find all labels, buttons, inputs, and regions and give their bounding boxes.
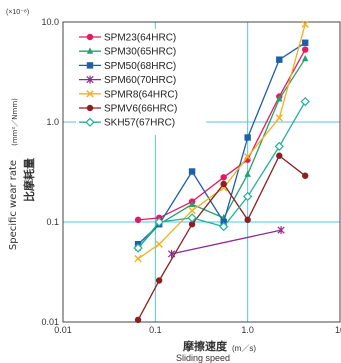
y-tick-label: 1.0 — [46, 117, 59, 127]
y-axis-label-en: Specific wear rate — [8, 160, 19, 250]
y-tick-label: 0.1 — [46, 217, 59, 227]
legend-marker — [86, 47, 94, 54]
data-point — [300, 96, 310, 107]
legend-marker — [86, 90, 94, 98]
x-axis-label-en: Sliding speed — [176, 353, 230, 363]
data-point — [155, 277, 163, 284]
legend-label: SPM60(70HRC) — [104, 75, 176, 86]
data-point — [275, 114, 283, 122]
x-tick-label: 1.0 — [241, 325, 254, 335]
data-point — [155, 240, 163, 248]
legend-marker — [86, 75, 94, 84]
legend-label: SPMV6(66HRC) — [104, 104, 177, 115]
legend-label: SPMR8(64HRC) — [104, 89, 178, 100]
x-tick-label: 0.01 — [54, 325, 72, 335]
y-axis-label-unit: (mm²／Nmm) — [11, 98, 19, 146]
legend-marker — [86, 62, 94, 69]
data-point — [302, 39, 309, 46]
series-group — [167, 226, 285, 258]
y-axis-label-jp: 比摩耗量 — [22, 158, 36, 202]
legend-box — [76, 29, 206, 135]
data-point — [277, 226, 285, 235]
data-point — [188, 206, 196, 215]
x-tick-label: 10 — [335, 325, 341, 335]
data-point — [276, 95, 283, 102]
data-point — [302, 172, 309, 179]
data-point — [154, 217, 164, 227]
legend-marker — [86, 33, 94, 41]
series-group — [133, 96, 310, 253]
y-tick-label: 10.0 — [41, 17, 59, 27]
axis-ticks: 0.01 0.1 1.0 10 0.01 0.1 1.0 10.0 — [41, 17, 341, 335]
plot-area-frame — [62, 21, 341, 323]
data-point — [188, 221, 196, 228]
data-point — [274, 141, 284, 152]
data-point — [134, 254, 142, 263]
data-point — [133, 243, 143, 253]
data-point — [302, 46, 309, 53]
x-axis-label-unit: (m／s) — [232, 344, 256, 353]
x-axis-label-jp: 摩擦速度 — [183, 339, 228, 353]
data-point — [134, 316, 142, 324]
series-layer — [133, 20, 310, 324]
series-line — [171, 229, 282, 255]
data-point — [244, 216, 251, 224]
legend-marker — [85, 117, 95, 127]
data-point — [187, 213, 197, 223]
series-group — [134, 20, 309, 263]
data-point — [243, 191, 253, 202]
legend-label: SKH57(67HRC) — [104, 118, 175, 129]
legend-marker — [86, 104, 94, 112]
legend-label: SPM30(65HRC) — [104, 47, 176, 58]
data-point — [276, 56, 283, 63]
data-point — [302, 54, 309, 62]
data-point — [301, 20, 309, 28]
legend-label: SPM50(68HRC) — [104, 61, 176, 72]
data-point — [276, 152, 283, 159]
data-point — [188, 168, 196, 175]
data-point — [134, 216, 142, 224]
data-point — [220, 180, 227, 188]
y-tick-label: 0.01 — [41, 317, 59, 327]
data-point — [220, 174, 227, 181]
x-tick-label: 0.1 — [149, 325, 162, 335]
series-group — [134, 152, 309, 324]
legend-label: SPM23(64HRC) — [104, 33, 176, 44]
data-point — [244, 134, 251, 141]
series-line — [137, 154, 306, 321]
data-point — [219, 221, 229, 232]
legend: SPM23(64HRC) SPM30(65HRC) SPM50(68HRC) SPM6… — [79, 33, 178, 129]
data-point — [244, 170, 251, 177]
y-multiplier-label: (×10⁻⁸) — [6, 9, 29, 16]
data-point — [243, 152, 252, 161]
data-point — [188, 200, 196, 207]
